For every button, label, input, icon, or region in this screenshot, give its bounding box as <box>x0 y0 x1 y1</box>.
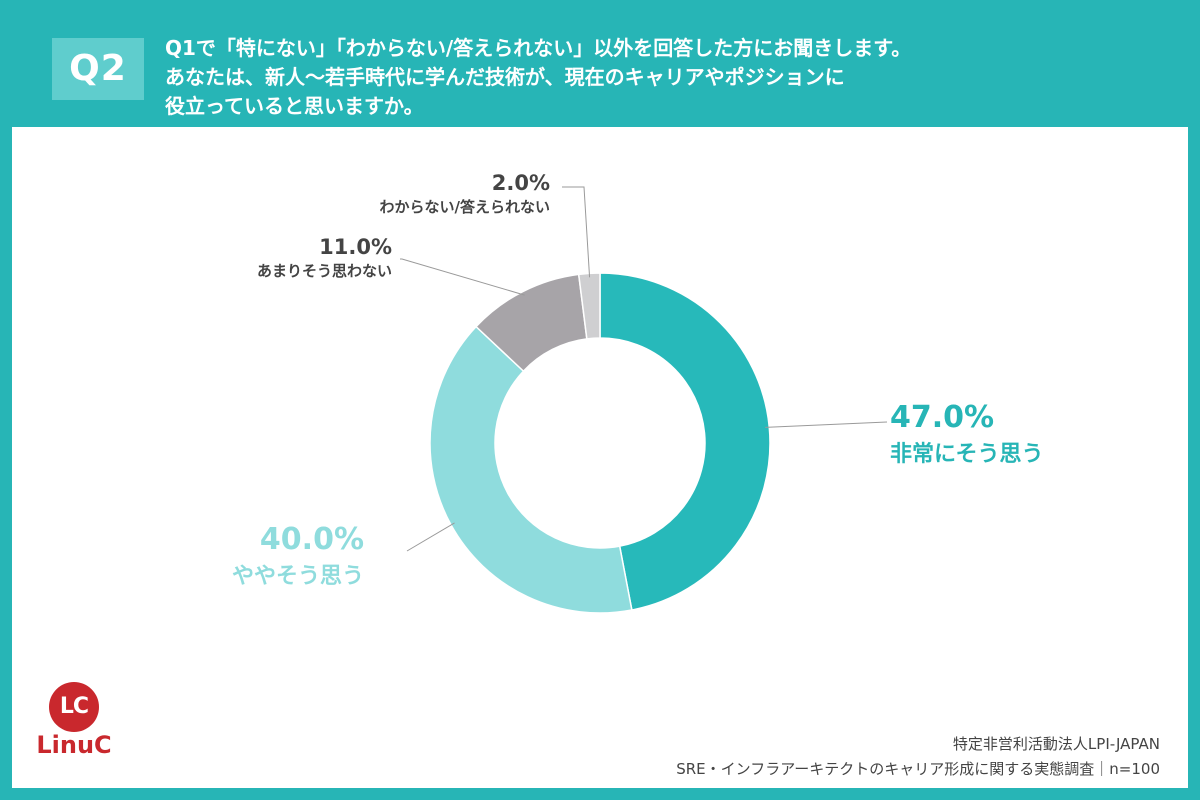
question-line: 役立っていると思いますか。 <box>165 94 424 118</box>
slice-category-label: ややそう思う <box>232 564 364 589</box>
slice-category-label: あまりそう思わない <box>257 262 392 280</box>
leader-line <box>406 522 455 552</box>
donut-slice <box>599 272 771 611</box>
footer-org: 特定非営利活動法人LPI-JAPAN <box>952 735 1160 753</box>
footer-survey: SRE・インフラアーキテクトのキャリア形成に関する実態調査｜n=100 <box>676 760 1160 778</box>
linuc-logo: LC LinuC <box>24 682 124 772</box>
logo-name: LinuC <box>36 731 112 759</box>
slice-value-label: 47.0% <box>890 400 994 435</box>
question-number-badge: Q2 <box>52 38 144 100</box>
leader-line <box>562 186 591 278</box>
slice-category-label: わからない/答えられない <box>380 198 550 216</box>
leader-line <box>400 258 525 296</box>
source-footer: 特定非営利活動法人LPI-JAPAN SRE・インフラアーキテクトのキャリア形成… <box>676 732 1160 782</box>
logo-mark: LC <box>49 682 99 732</box>
leader-line <box>765 421 888 428</box>
slice-value-label: 2.0% <box>492 171 550 195</box>
question-line: あなたは、新人〜若手時代に学んだ技術が、現在のキャリアやポジションに <box>165 65 845 89</box>
slice-value-label: 11.0% <box>319 235 392 259</box>
question-line: Q1で「特にない」「わからない/答えられない」以外を回答した方にお聞きします。 <box>165 36 912 60</box>
donut-slice <box>577 272 601 340</box>
question-header: Q2 Q1で「特にない」「わからない/答えられない」以外を回答した方にお聞きしま… <box>0 0 1200 127</box>
donut-slice <box>429 325 633 614</box>
chart-panel: 47.0% 非常にそう思う 40.0% ややそう思う 11.0% あまりそう思わない 2.0… <box>12 127 1188 788</box>
question-text: Q1で「特にない」「わからない/答えられない」以外を回答した方にお聞きします。 … <box>165 34 1165 121</box>
donut-chart: 47.0% 非常にそう思う 40.0% ややそう思う 11.0% あまりそう思わない 2.0… <box>232 171 1044 614</box>
slice-value-label: 40.0% <box>260 522 364 557</box>
slice-category-label: 非常にそう思う <box>890 441 1044 467</box>
